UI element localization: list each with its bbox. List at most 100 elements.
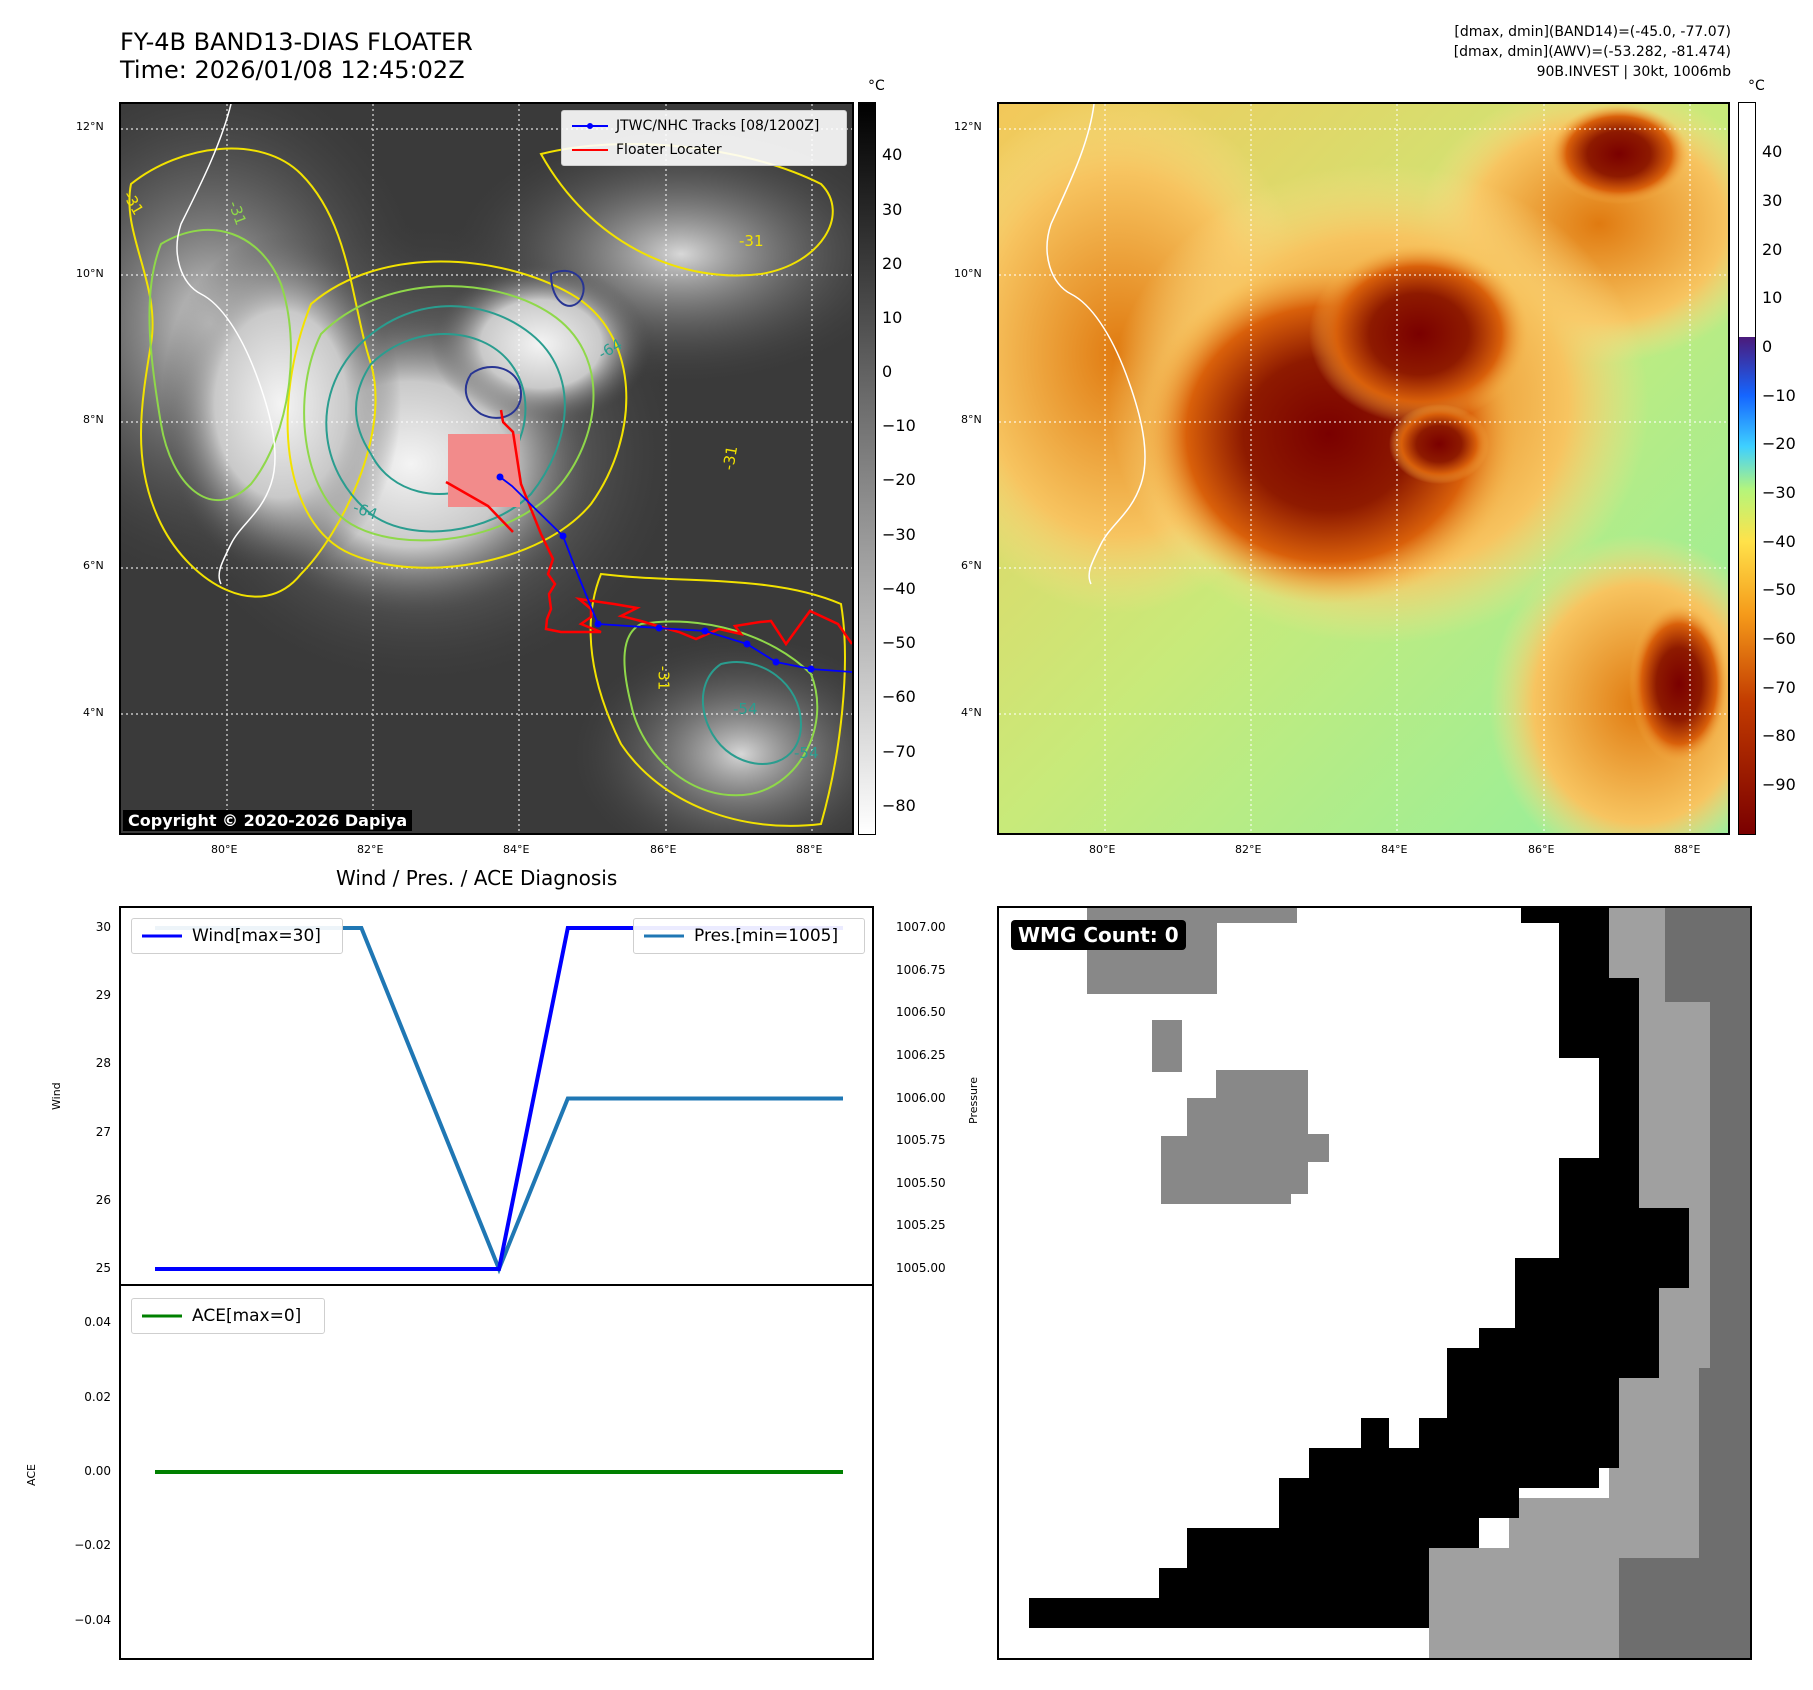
colorbar-tick: −10 bbox=[1762, 386, 1796, 405]
ace-y-tick: −0.04 bbox=[74, 1612, 111, 1627]
pressure-axis-label: Pressure bbox=[967, 1077, 980, 1124]
wind-y-tick: 29 bbox=[95, 988, 111, 1003]
diagnosis-title: Wind / Pres. / ACE Diagnosis bbox=[336, 866, 618, 890]
lat-tick: 4°N bbox=[83, 706, 104, 719]
colorbar-tick: 40 bbox=[882, 145, 903, 164]
ir-map-panel bbox=[997, 102, 1730, 835]
lon-tick: 86°E bbox=[650, 843, 677, 856]
wmg-image bbox=[1029, 908, 1750, 1658]
wind-pressure-chart: Wind[max=30] Pres.[min=1005] bbox=[119, 906, 874, 1286]
colorbar-tick: −30 bbox=[882, 525, 916, 544]
figure-time: Time: 2026/01/08 12:45:02Z bbox=[120, 56, 465, 84]
ace-legend-icon bbox=[142, 1314, 182, 1318]
colorbar-tick: −20 bbox=[882, 470, 916, 489]
colorbar-tick: 0 bbox=[882, 362, 893, 381]
wmg-count-badge: WMG Count: 0 bbox=[1011, 920, 1186, 950]
lon-tick: 82°E bbox=[357, 843, 384, 856]
wind-axis-label: Wind bbox=[50, 1082, 63, 1110]
lat-tick: 6°N bbox=[83, 559, 104, 572]
colorbar-tick: 0 bbox=[1762, 337, 1773, 356]
colorbar-tick: −40 bbox=[1762, 532, 1796, 551]
lon-tick: 80°E bbox=[211, 843, 238, 856]
wind-y-tick: 28 bbox=[95, 1056, 111, 1071]
colorbar-tick: −50 bbox=[882, 633, 916, 652]
colorbar-tick: 10 bbox=[1762, 288, 1783, 307]
satellite-colorbar bbox=[858, 102, 876, 835]
ace-legend: ACE[max=0] bbox=[131, 1298, 325, 1334]
wind-legend-icon bbox=[142, 934, 182, 938]
pressure-y-tick: 1006.50 bbox=[896, 1005, 946, 1020]
colorbar-tick: −20 bbox=[1762, 434, 1796, 453]
pressure-series-line bbox=[155, 926, 843, 1275]
colorbar-tick: −90 bbox=[1762, 775, 1796, 794]
wind-y-tick: 27 bbox=[95, 1124, 111, 1139]
lon-tick: 84°E bbox=[1381, 843, 1408, 856]
pressure-y-tick: 1005.75 bbox=[896, 1133, 946, 1148]
colorbar-tick: 30 bbox=[1762, 191, 1783, 210]
wind-pressure-plot bbox=[155, 926, 843, 1275]
colorbar-tick: −80 bbox=[882, 796, 916, 815]
lon-tick: 82°E bbox=[1235, 843, 1262, 856]
lon-tick: 88°E bbox=[796, 843, 823, 856]
wind-legend: Wind[max=30] bbox=[131, 918, 343, 954]
contour-label: -31 bbox=[654, 665, 673, 691]
colorbar-tick: −60 bbox=[1762, 629, 1796, 648]
colorbar-tick: 30 bbox=[882, 200, 903, 219]
lat-tick: 8°N bbox=[83, 413, 104, 426]
lat-tick: 10°N bbox=[954, 267, 982, 280]
legend-label-tracks: JTWC/NHC Tracks [08/1200Z] bbox=[616, 118, 820, 134]
colorbar-tick: −30 bbox=[1762, 483, 1796, 502]
colorbar-tick: −70 bbox=[1762, 678, 1796, 697]
lat-tick: 4°N bbox=[961, 706, 982, 719]
colorbar-tick: −80 bbox=[1762, 726, 1796, 745]
figure-title: FY-4B BAND13-DIAS FLOATER bbox=[120, 28, 473, 56]
jtwc-track-legend-icon bbox=[572, 123, 608, 129]
ace-y-tick: 0.04 bbox=[84, 1315, 111, 1330]
copyright-badge: Copyright © 2020-2026 Dapiya bbox=[123, 810, 413, 831]
colorbar-tick: −60 bbox=[882, 687, 916, 706]
ir-map-image bbox=[999, 104, 1728, 833]
lat-tick: 12°N bbox=[76, 120, 104, 133]
contour-label: -54 bbox=[733, 700, 758, 718]
pressure-legend: Pres.[min=1005] bbox=[633, 918, 865, 954]
contour-label: -31 bbox=[739, 232, 764, 250]
pressure-y-tick: 1006.25 bbox=[896, 1047, 946, 1062]
pressure-y-tick: 1006.00 bbox=[896, 1090, 946, 1105]
colorbar-tick: 40 bbox=[1762, 142, 1783, 161]
colorbar-tick: −40 bbox=[882, 579, 916, 598]
pressure-y-tick: 1005.25 bbox=[896, 1218, 946, 1233]
ace-y-tick: 0.00 bbox=[84, 1464, 111, 1478]
lon-tick: 84°E bbox=[503, 843, 530, 856]
lat-tick: 6°N bbox=[961, 559, 982, 572]
floater-legend-icon bbox=[572, 149, 608, 151]
ace-chart: ACE[max=0] bbox=[119, 1284, 874, 1660]
colorbar-tick: 10 bbox=[882, 308, 903, 327]
pressure-y-tick: 1007.00 bbox=[896, 920, 946, 934]
ace-plot bbox=[155, 1470, 843, 1474]
colorbar-unit: °C bbox=[1748, 78, 1765, 94]
satellite-legend: JTWC/NHC Tracks [08/1200Z] Floater Locat… bbox=[561, 110, 847, 166]
ace-axis-label: ACE bbox=[25, 1464, 38, 1486]
colorbar-tick: 20 bbox=[882, 254, 903, 273]
pressure-legend-icon bbox=[644, 934, 684, 938]
pressure-y-tick: 1006.75 bbox=[896, 962, 946, 977]
ace-y-tick: −0.02 bbox=[74, 1538, 111, 1553]
lon-tick: 88°E bbox=[1674, 843, 1701, 856]
contour-label: -54 bbox=[794, 744, 819, 762]
wind-y-tick: 25 bbox=[95, 1261, 111, 1275]
pressure-y-tick: 1005.50 bbox=[896, 1175, 946, 1190]
colorbar-unit: °C bbox=[868, 78, 885, 94]
ace-legend-label: ACE[max=0] bbox=[192, 1306, 302, 1326]
wmg-panel: WMG Count: 0 bbox=[997, 906, 1752, 1660]
wind-y-tick: 30 bbox=[95, 920, 111, 934]
ace-y-tick: 0.02 bbox=[84, 1389, 111, 1404]
info-awv-range: [dmax, dmin](AWV)=(-53.282, -81.474) bbox=[1453, 44, 1731, 60]
colorbar-tick: −70 bbox=[882, 742, 916, 761]
satellite-map-image bbox=[121, 104, 852, 833]
info-band14-range: [dmax, dmin](BAND14)=(-45.0, -77.07) bbox=[1454, 24, 1731, 40]
colorbar-tick: −50 bbox=[1762, 580, 1796, 599]
colorbar-tick: 20 bbox=[1762, 240, 1783, 259]
ir-colorbar bbox=[1738, 102, 1756, 835]
legend-label-floater: Floater Locater bbox=[616, 142, 722, 158]
pressure-y-tick: 1005.00 bbox=[896, 1261, 946, 1275]
